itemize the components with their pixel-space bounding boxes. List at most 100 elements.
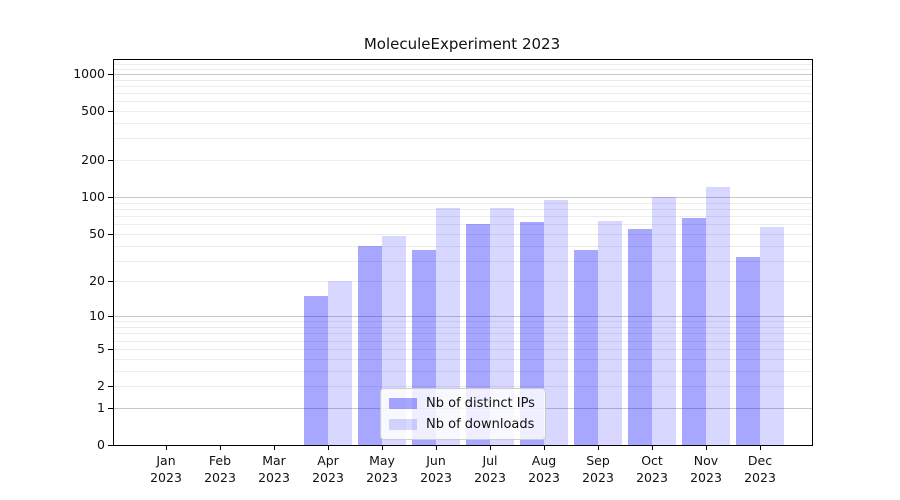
- y-tick-label: 2: [97, 378, 105, 393]
- x-tick-label-line: 2023: [420, 470, 452, 485]
- bar-distinct-ips: [358, 245, 382, 445]
- x-tick-mark: [436, 445, 437, 450]
- x-tick-mark: [490, 445, 491, 450]
- y-tick-label: 500: [81, 103, 105, 118]
- x-tick-mark: [652, 445, 653, 450]
- legend-swatch-downloads: [389, 419, 417, 430]
- x-tick-mark: [544, 445, 545, 450]
- x-tick-label: Jun 2023: [409, 452, 463, 486]
- y-tick-mark: [108, 445, 113, 446]
- y-tick-label: 0: [97, 437, 105, 452]
- y-tick-label: 100: [81, 189, 105, 205]
- x-tick-label-line: 2023: [690, 470, 722, 485]
- x-tick-label-line: 2023: [150, 470, 182, 485]
- gridline-minor: [114, 358, 812, 360]
- bar-downloads: [760, 226, 784, 445]
- y-tick-mark: [108, 386, 113, 387]
- y-tick-mark: [108, 407, 113, 409]
- gridline-minor: [114, 85, 812, 87]
- gridline-minor: [114, 281, 812, 283]
- gridline-major: [114, 316, 812, 318]
- x-tick-mark: [382, 445, 383, 450]
- x-tick-label-line: 2023: [258, 470, 290, 485]
- x-tick-label-line: 2023: [582, 470, 614, 485]
- legend: Nb of distinct IPs Nb of downloads: [380, 388, 546, 440]
- x-tick-label-line: 2023: [636, 470, 668, 485]
- x-tick-label-line: Sep: [586, 453, 610, 468]
- gridline-minor: [114, 79, 812, 81]
- legend-label-downloads: Nb of downloads: [426, 417, 535, 432]
- x-tick-label-line: 2023: [474, 470, 506, 485]
- bar-downloads: [706, 186, 730, 445]
- x-tick-label: Oct 2023: [625, 452, 679, 486]
- x-tick-label-line: May: [369, 453, 395, 468]
- gridline-minor: [114, 216, 812, 217]
- legend-item-distinct-ips: Nb of distinct IPs: [389, 395, 535, 412]
- x-tick-label: Aug 2023: [517, 452, 571, 486]
- x-tick-label-line: Oct: [641, 453, 663, 468]
- gridline-minor: [114, 224, 812, 226]
- gridline-minor: [114, 348, 812, 350]
- gridline-minor: [114, 340, 812, 342]
- y-tick-mark: [108, 160, 113, 162]
- y-tick-label: 5: [97, 340, 105, 356]
- y-tick-mark: [108, 316, 113, 318]
- y-tick-mark: [108, 348, 113, 350]
- x-tick-label-line: Jul: [482, 453, 498, 468]
- gridline-minor: [114, 64, 812, 66]
- gridline-minor: [114, 202, 812, 204]
- x-tick-label: Mar 2023: [247, 452, 301, 486]
- x-tick-mark: [220, 445, 221, 450]
- gridline-major: [114, 73, 812, 75]
- x-tick-label-line: 2023: [366, 470, 398, 485]
- gridline-minor: [114, 233, 812, 235]
- x-tick-label-line: 2023: [312, 470, 344, 485]
- x-tick-mark: [760, 445, 761, 450]
- gridline-minor: [114, 123, 812, 124]
- gridline-major: [114, 197, 812, 199]
- x-tick-mark: [274, 445, 275, 450]
- plot-area: Nb of distinct IPs Nb of downloads Jan 20…: [73, 59, 813, 485]
- y-tick-label: 10: [89, 308, 105, 324]
- y-tick-label: 200: [81, 152, 105, 168]
- legend-label-distinct-ips: Nb of distinct IPs: [426, 396, 535, 411]
- x-tick-label-line: Apr: [317, 453, 339, 468]
- x-tick-label-line: Mar: [262, 453, 286, 468]
- x-tick-label: Apr 2023: [301, 452, 355, 486]
- x-tick-label-line: Feb: [208, 453, 232, 468]
- legend-item-downloads: Nb of downloads: [389, 416, 535, 433]
- bar-downloads: [544, 199, 568, 445]
- x-tick-label: Jan 2023: [139, 452, 193, 486]
- gridline-minor: [114, 386, 812, 387]
- bar-distinct-ips: [628, 228, 652, 445]
- gridline-minor: [114, 245, 812, 247]
- gridline-minor: [114, 111, 812, 112]
- chart-title: MoleculeExperiment 2023: [363, 35, 561, 53]
- gridline-minor: [114, 321, 812, 323]
- gridline-minor: [114, 327, 812, 328]
- x-tick-label-line: Nov: [693, 453, 719, 468]
- gridline-minor: [114, 160, 812, 162]
- y-tick-mark: [108, 197, 113, 199]
- y-tick-label: 1000: [73, 65, 105, 81]
- bar-distinct-ips: [736, 257, 760, 445]
- x-tick-label-line: 2023: [204, 470, 236, 485]
- y-tick-label: 20: [89, 273, 105, 289]
- x-tick-mark: [706, 445, 707, 450]
- x-tick-label: Sep 2023: [571, 452, 625, 486]
- x-tick-label: Nov 2023: [679, 452, 733, 486]
- gridline-minor: [114, 333, 812, 335]
- y-tick-label: 1: [97, 399, 105, 415]
- x-tick-label: Feb 2023: [193, 452, 247, 486]
- x-tick-label: Jul 2023: [463, 452, 517, 486]
- legend-swatch-distinct-ips: [389, 398, 417, 409]
- x-tick-label-line: Dec: [747, 453, 773, 468]
- x-tick-label-line: Jun: [426, 453, 446, 468]
- gridline-minor: [114, 68, 812, 70]
- bar-downloads: [598, 220, 622, 445]
- x-tick-mark: [328, 445, 329, 450]
- y-tick-mark: [108, 281, 113, 283]
- x-tick-label-line: 2023: [744, 470, 776, 485]
- y-tick-mark: [108, 73, 113, 75]
